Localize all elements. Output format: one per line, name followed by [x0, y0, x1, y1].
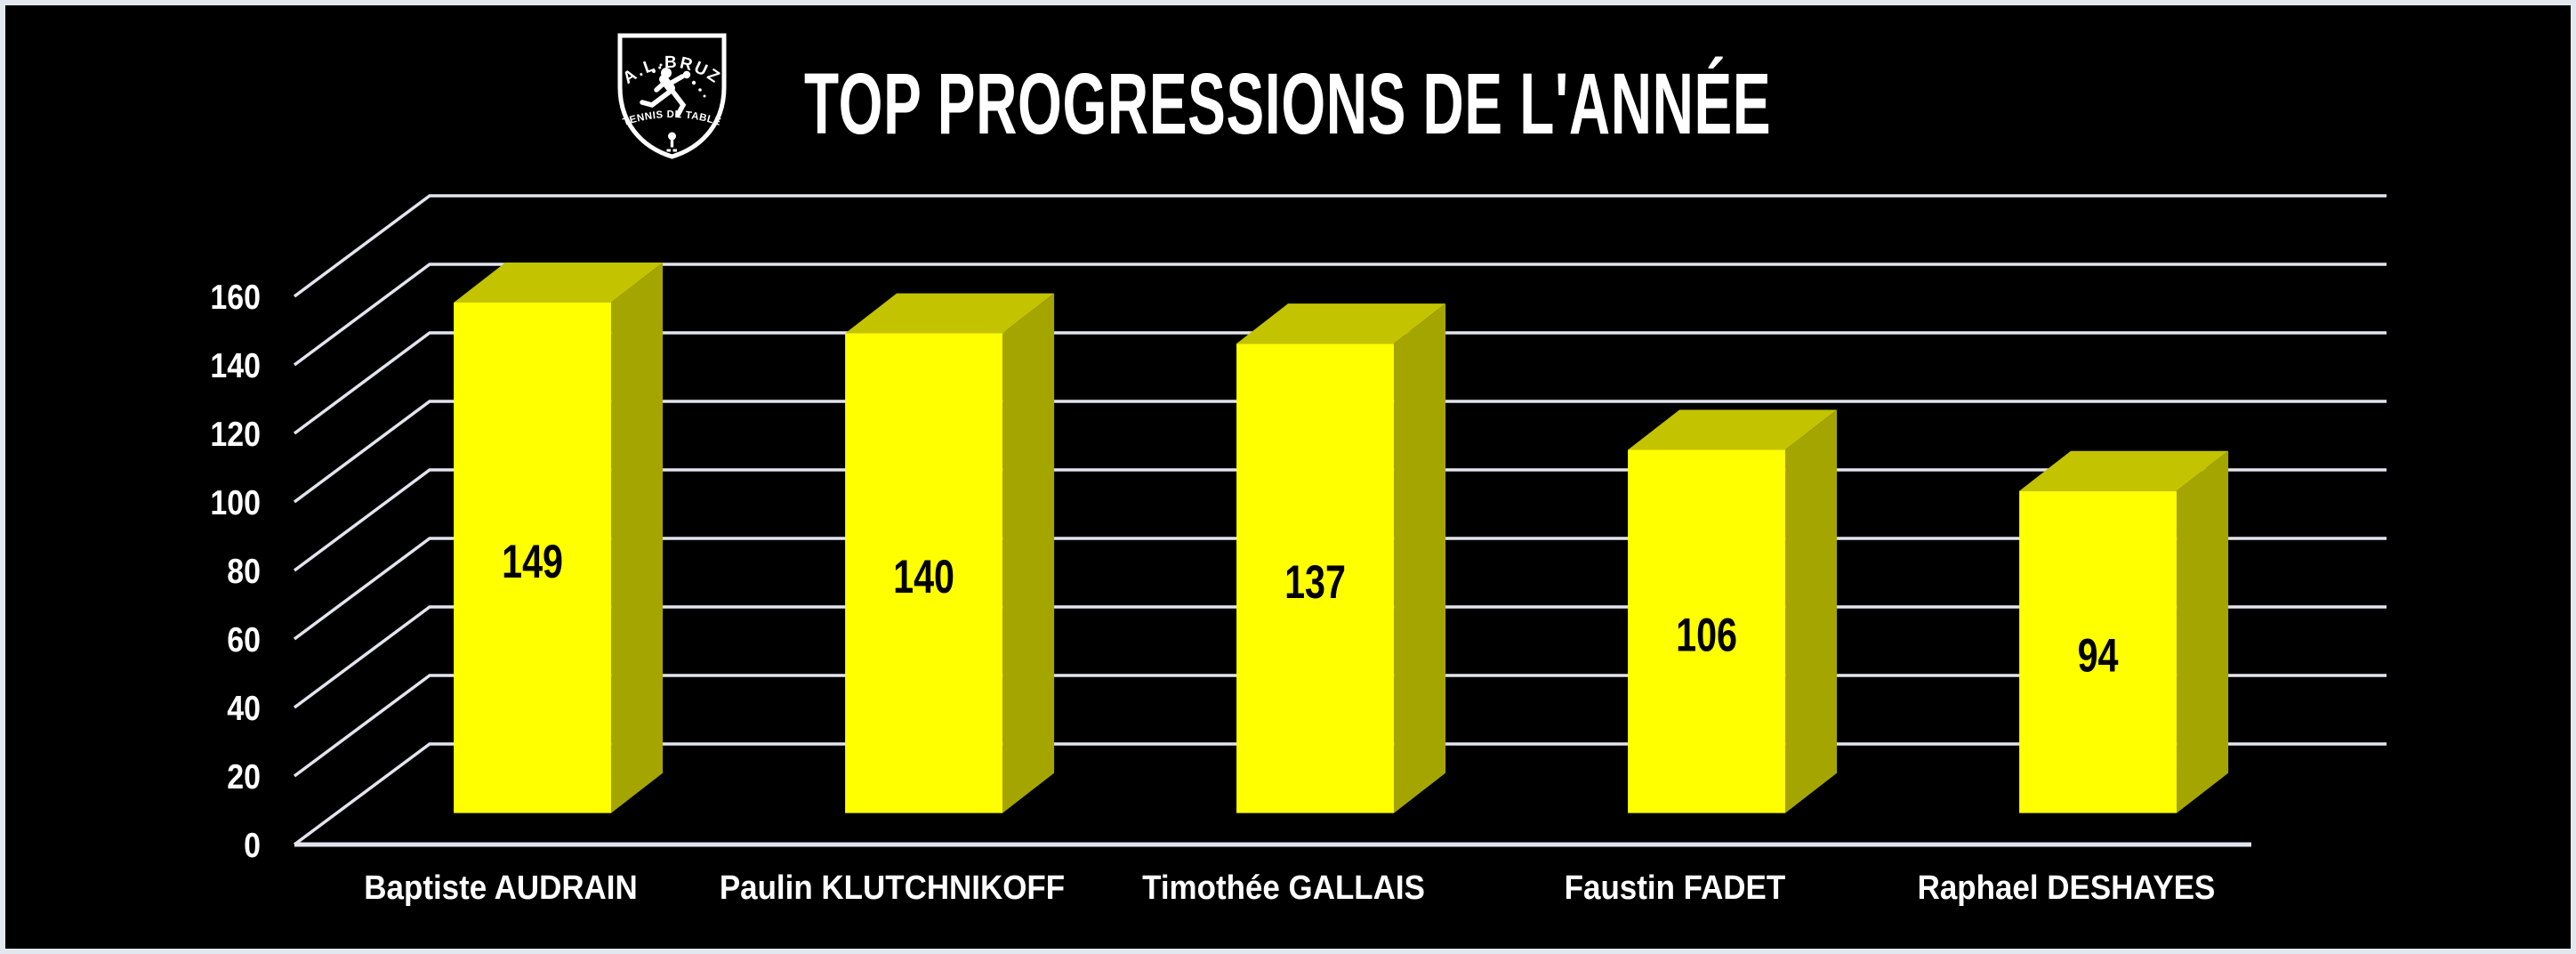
y-tick-label: 60: [227, 620, 261, 659]
racket-icon: [666, 132, 677, 152]
shield-outline-icon: [617, 33, 727, 159]
gridline-120: [293, 331, 2387, 435]
bar-side-face: [1394, 303, 1446, 813]
bar-front-face: [2019, 490, 2178, 813]
bar-value-label: 106: [1676, 610, 1737, 662]
category-label: Raphael DESHAYES: [1918, 869, 2216, 907]
bar-top-face: [2019, 450, 2229, 491]
category-label: Faustin FADET: [1565, 869, 1786, 907]
table-tennis-player-icon: [640, 68, 687, 117]
gridline-140: [293, 263, 2387, 367]
bar-side-face: [1002, 293, 1055, 813]
club-logo: A.L.BRUZ TENNIS DE TABLE: [617, 33, 727, 159]
bar-front-face: [454, 302, 612, 813]
bar-front-face: [1236, 344, 1395, 813]
bar-value-label: 137: [1284, 556, 1346, 609]
bar-top-face: [1628, 409, 1838, 450]
category-label: Timothée GALLAIS: [1142, 869, 1425, 907]
gridline-100: [293, 400, 2387, 504]
title-bar: TOP PROGRESSIONS DE L'ANNÉE: [0, 46, 2576, 162]
bar-value-label: 140: [893, 551, 954, 603]
y-tick-label: 160: [210, 278, 261, 317]
bar-top-face: [454, 262, 664, 303]
category-label: Baptiste AUDRAIN: [364, 869, 637, 907]
y-tick-label: 40: [227, 689, 261, 728]
bar-front-face: [845, 333, 1003, 813]
logo-stars-icon: [652, 63, 706, 98]
y-tick-label: 140: [210, 346, 261, 385]
gridline-160: [293, 194, 2387, 298]
y-tick-label: 120: [210, 415, 261, 454]
bar-value-label: 149: [502, 536, 563, 588]
y-tick-label: 100: [210, 483, 261, 522]
bar-side-face: [1785, 409, 1838, 813]
y-tick-label: 80: [227, 552, 261, 591]
y-tick-label: 20: [227, 757, 261, 796]
page-title: TOP PROGRESSIONS DE L'ANNÉE: [804, 55, 1772, 152]
bar-side-face: [2177, 450, 2229, 813]
bar-front-face: [1628, 449, 1786, 813]
bar-value-label: 94: [2078, 630, 2119, 683]
category-label: Paulin KLUTCHNIKOFF: [720, 869, 1065, 907]
y-tick-label: 0: [244, 826, 261, 865]
bar-top-face: [1236, 303, 1446, 344]
bar-side-face: [611, 262, 664, 813]
bar-top-face: [845, 293, 1055, 334]
